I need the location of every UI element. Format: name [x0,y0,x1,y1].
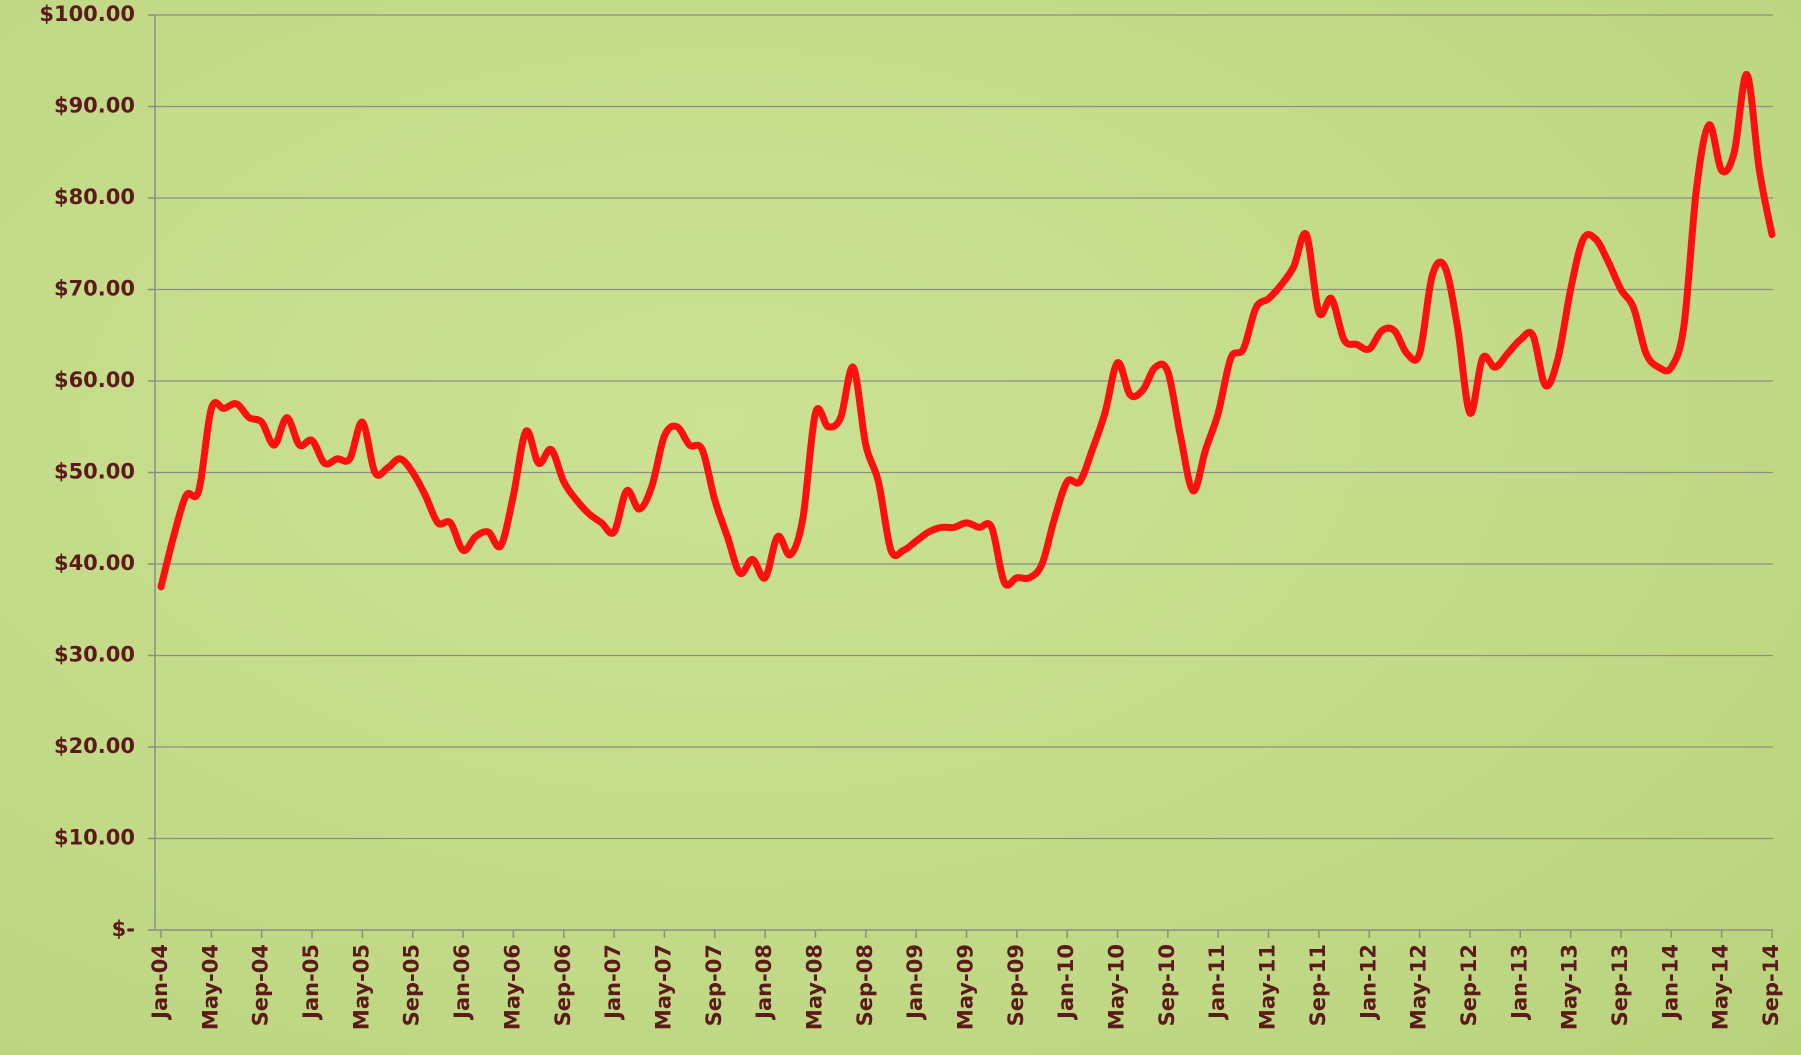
y-tick-label: $50.00 [54,460,135,484]
y-tick-label: $30.00 [54,643,135,667]
x-tick-label: Sep-11 [1306,944,1330,1026]
y-tick-label: $10.00 [54,826,135,850]
x-tick-label: Sep-14 [1759,944,1783,1026]
y-tick-label: $40.00 [54,551,135,575]
x-tick-label: May-14 [1709,944,1733,1030]
y-tick-label: $100.00 [39,2,135,26]
x-tick-label: Sep-08 [853,944,877,1026]
x-tick-label: Jan-10 [1054,944,1078,1021]
line [157,70,1776,591]
x-tick-label: Sep-06 [551,944,575,1026]
y-tick-label: $60.00 [54,368,135,392]
x-tick-label: Sep-07 [702,944,726,1026]
x-tick-label: Jan-11 [1205,944,1229,1021]
x-tick-label: May-13 [1558,944,1582,1030]
x-tick-label: Sep-10 [1155,944,1179,1026]
x-tick-label: May-09 [954,944,978,1030]
x-tick-label: May-11 [1256,944,1280,1030]
x-tick-label: Jan-12 [1356,944,1380,1021]
x-tick-label: May-06 [500,944,524,1030]
x-tick-label: May-04 [198,944,222,1030]
y-tick-label: $70.00 [54,277,135,301]
x-tick-label: Jan-05 [299,944,323,1021]
y-tick-label: $90.00 [54,94,135,118]
y-tick-label: $80.00 [54,185,135,209]
x-tick-label: May-05 [349,944,373,1030]
x-tick-label: Sep-13 [1608,944,1632,1026]
x-tick-label: Jan-06 [450,944,474,1021]
y-tick-label: $- [112,917,135,941]
x-tick-label: Jan-09 [903,944,927,1021]
x-tick-label: Jan-13 [1507,944,1531,1021]
x-tick-label: Sep-09 [1004,944,1028,1026]
x-tick-label: Sep-12 [1457,944,1481,1026]
x-tick-label: May-12 [1407,944,1431,1030]
y-tick-label: $20.00 [54,734,135,758]
x-tick-label: Sep-04 [249,944,273,1026]
x-tick-label: May-07 [651,944,675,1030]
x-tick-label: Jan-07 [601,944,625,1021]
x-tick-label: Jan-14 [1658,944,1682,1021]
x-tick-label: Jan-08 [752,944,776,1021]
x-tick-label: May-08 [802,944,826,1030]
x-tick-label: Jan-04 [148,944,172,1021]
x-tick-label: Sep-05 [400,944,424,1026]
x-tick-label: May-10 [1105,944,1129,1030]
